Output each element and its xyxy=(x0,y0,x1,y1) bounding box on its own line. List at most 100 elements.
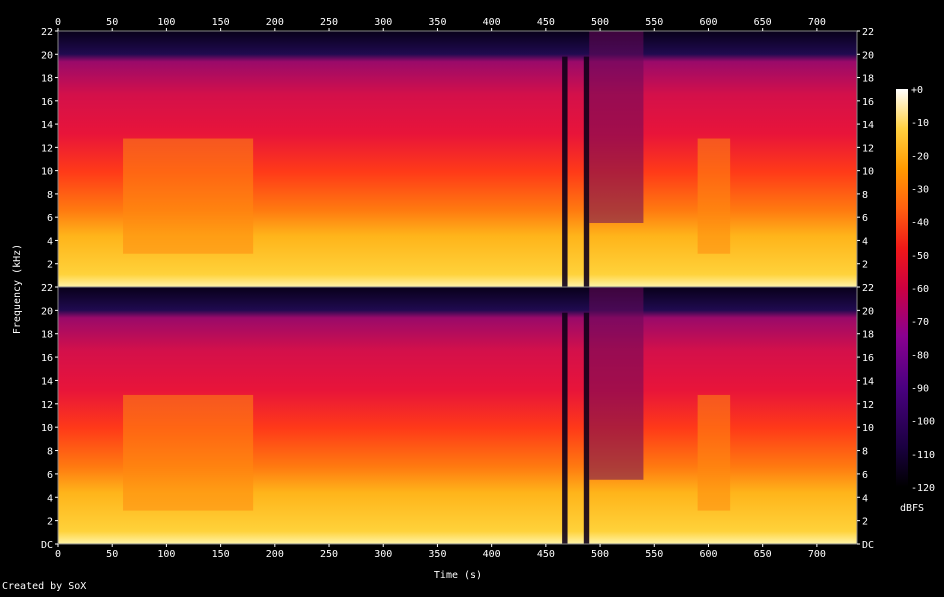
y-tick-label-right: 8 xyxy=(862,447,868,458)
y-tick-label-right: 22 xyxy=(862,27,874,38)
x-tick-label-bottom: 250 xyxy=(320,549,338,560)
channel-1-spectrogram xyxy=(58,31,857,287)
y-tick-label-right: 18 xyxy=(862,74,874,85)
y-tick-label-right: 10 xyxy=(862,423,874,434)
y-tick-label-left: 10 xyxy=(41,423,53,434)
x-tick-label-top: 400 xyxy=(483,17,501,28)
y-tick-label-left: 20 xyxy=(41,306,53,317)
y-tick-label-right: 14 xyxy=(862,376,874,387)
y-tick-label-right: 16 xyxy=(862,353,874,364)
x-tick-label-top: 100 xyxy=(157,17,175,28)
y-tick-label-right: 18 xyxy=(862,330,874,341)
colorbar-tick-label: -80 xyxy=(911,350,929,361)
colorbar-tick-label: -50 xyxy=(911,251,929,262)
colorbar-tick-label: -40 xyxy=(911,218,929,229)
x-tick-label-bottom: 150 xyxy=(212,549,230,560)
x-tick-label-top: 550 xyxy=(645,17,663,28)
y-tick-label-right: 10 xyxy=(862,167,874,178)
energy-region xyxy=(123,138,254,254)
y-tick-label-right: 6 xyxy=(862,470,868,481)
channel-2-spectrogram xyxy=(58,287,857,544)
y-tick-label-right: 16 xyxy=(862,97,874,108)
x-tick-label-bottom: 100 xyxy=(157,549,175,560)
x-tick-label-bottom: 700 xyxy=(808,549,826,560)
y-tick-label-left: 2 xyxy=(47,260,53,271)
y-tick-label-left: 20 xyxy=(41,50,53,61)
y-tick-label-right: 2 xyxy=(862,260,868,271)
y-tick-label-left: 12 xyxy=(41,143,53,154)
y-tick-label-right: 6 xyxy=(862,213,868,224)
x-axis-label: Time (s) xyxy=(434,570,482,581)
credit-text: Created by SoX xyxy=(2,581,86,592)
x-tick-label-bottom: 200 xyxy=(266,549,284,560)
x-tick-label-top: 200 xyxy=(266,17,284,28)
x-tick-label-bottom: 50 xyxy=(106,549,118,560)
energy-region xyxy=(697,394,731,511)
y-tick-label-left: 12 xyxy=(41,400,53,411)
energy-region xyxy=(583,312,590,544)
colorbar-label: dBFS xyxy=(900,503,924,514)
colorbar-tick-label: -10 xyxy=(911,118,929,129)
energy-region xyxy=(589,287,644,480)
y-axis-label: Frequency (kHz) xyxy=(12,244,23,334)
x-tick-label-bottom: 450 xyxy=(537,549,555,560)
colorbar xyxy=(896,89,908,487)
y-tick-label-right: 12 xyxy=(862,400,874,411)
colorbar-tick-label: -120 xyxy=(911,483,935,494)
x-tick-label-bottom: 550 xyxy=(645,549,663,560)
colorbar-tick-label: -100 xyxy=(911,417,935,428)
y-tick-label-left: 22 xyxy=(41,283,53,294)
energy-region xyxy=(583,56,590,287)
colorbar-tick-label: -90 xyxy=(911,384,929,395)
x-tick-label-bottom: 400 xyxy=(483,549,501,560)
x-tick-label-top: 700 xyxy=(808,17,826,28)
y-tick-label-right: 4 xyxy=(862,236,868,247)
energy-region xyxy=(697,138,731,254)
y-tick-label-right: 22 xyxy=(862,283,874,294)
energy-region xyxy=(123,394,254,511)
x-tick-label-top: 300 xyxy=(374,17,392,28)
y-tick-label-left: 10 xyxy=(41,167,53,178)
x-tick-label-top: 150 xyxy=(212,17,230,28)
colorbar-tick-label: -70 xyxy=(911,317,929,328)
x-tick-label-top: 500 xyxy=(591,17,609,28)
y-tick-label-left: DC xyxy=(41,540,53,551)
y-tick-label-left: 22 xyxy=(41,27,53,38)
y-tick-label-left: 14 xyxy=(41,120,53,131)
x-tick-label-bottom: 500 xyxy=(591,549,609,560)
y-tick-label-left: 16 xyxy=(41,97,53,108)
y-tick-label-right: 4 xyxy=(862,493,868,504)
x-tick-label-bottom: 600 xyxy=(699,549,717,560)
colorbar-tick-label: -30 xyxy=(911,185,929,196)
y-tick-label-right: 8 xyxy=(862,190,868,201)
y-tick-label-left: 18 xyxy=(41,74,53,85)
energy-region xyxy=(562,312,568,544)
y-tick-label-right: 14 xyxy=(862,120,874,131)
energy-region xyxy=(589,31,644,223)
y-tick-label-right: 2 xyxy=(862,517,868,528)
x-tick-label-top: 50 xyxy=(106,17,118,28)
x-tick-label-top: 250 xyxy=(320,17,338,28)
y-tick-label-left: 4 xyxy=(47,236,53,247)
y-tick-label-left: 6 xyxy=(47,470,53,481)
x-tick-label-top: 0 xyxy=(55,17,61,28)
x-tick-label-top: 450 xyxy=(537,17,555,28)
y-tick-label-left: 16 xyxy=(41,353,53,364)
y-tick-label-left: 18 xyxy=(41,330,53,341)
x-tick-label-bottom: 300 xyxy=(374,549,392,560)
y-tick-label-left: 8 xyxy=(47,447,53,458)
colorbar-tick-label: -60 xyxy=(911,284,929,295)
x-tick-label-bottom: 0 xyxy=(55,549,61,560)
colorbar-tick-label: +0 xyxy=(911,85,923,96)
y-tick-label-left: 8 xyxy=(47,190,53,201)
y-tick-label-left: 2 xyxy=(47,517,53,528)
x-tick-label-top: 600 xyxy=(699,17,717,28)
y-tick-label-left: 6 xyxy=(47,213,53,224)
y-tick-label-left: 14 xyxy=(41,376,53,387)
energy-region xyxy=(562,56,568,287)
x-tick-label-bottom: 350 xyxy=(428,549,446,560)
x-tick-label-bottom: 650 xyxy=(754,549,772,560)
y-tick-label-right: DC xyxy=(862,540,874,551)
colorbar-tick-label: -110 xyxy=(911,450,935,461)
